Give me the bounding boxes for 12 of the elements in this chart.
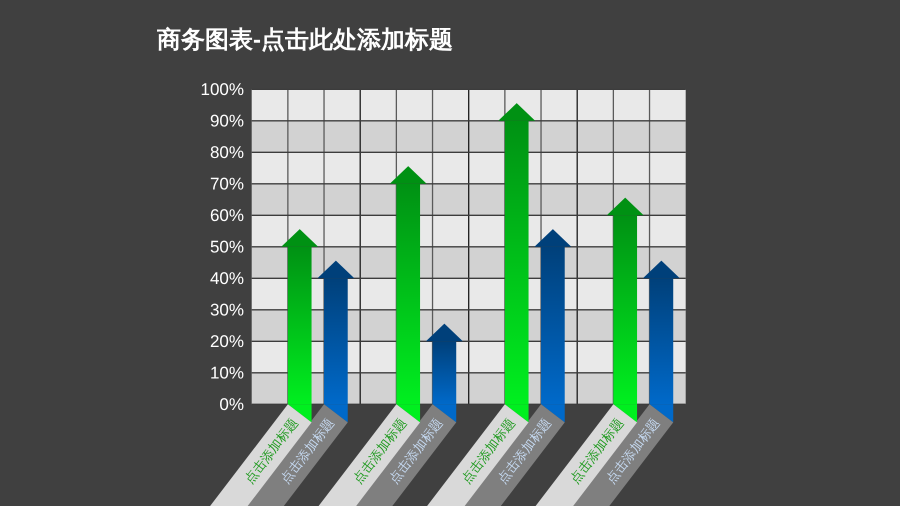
y-tick-label: 30% (210, 300, 244, 320)
y-tick-label: 60% (210, 206, 244, 225)
y-tick-label: 90% (210, 111, 244, 130)
y-tick-label: 100% (200, 80, 244, 99)
y-tick-label: 40% (210, 268, 244, 288)
y-tick-label: 50% (210, 237, 244, 256)
y-tick-label: 20% (210, 332, 244, 351)
chart-title: 商务图表-点击此处添加标题 (156, 26, 453, 54)
y-tick-label: 80% (210, 142, 244, 162)
y-tick-label: 10% (210, 363, 244, 382)
y-tick-label: 0% (219, 394, 244, 414)
y-tick-label: 70% (210, 174, 244, 194)
